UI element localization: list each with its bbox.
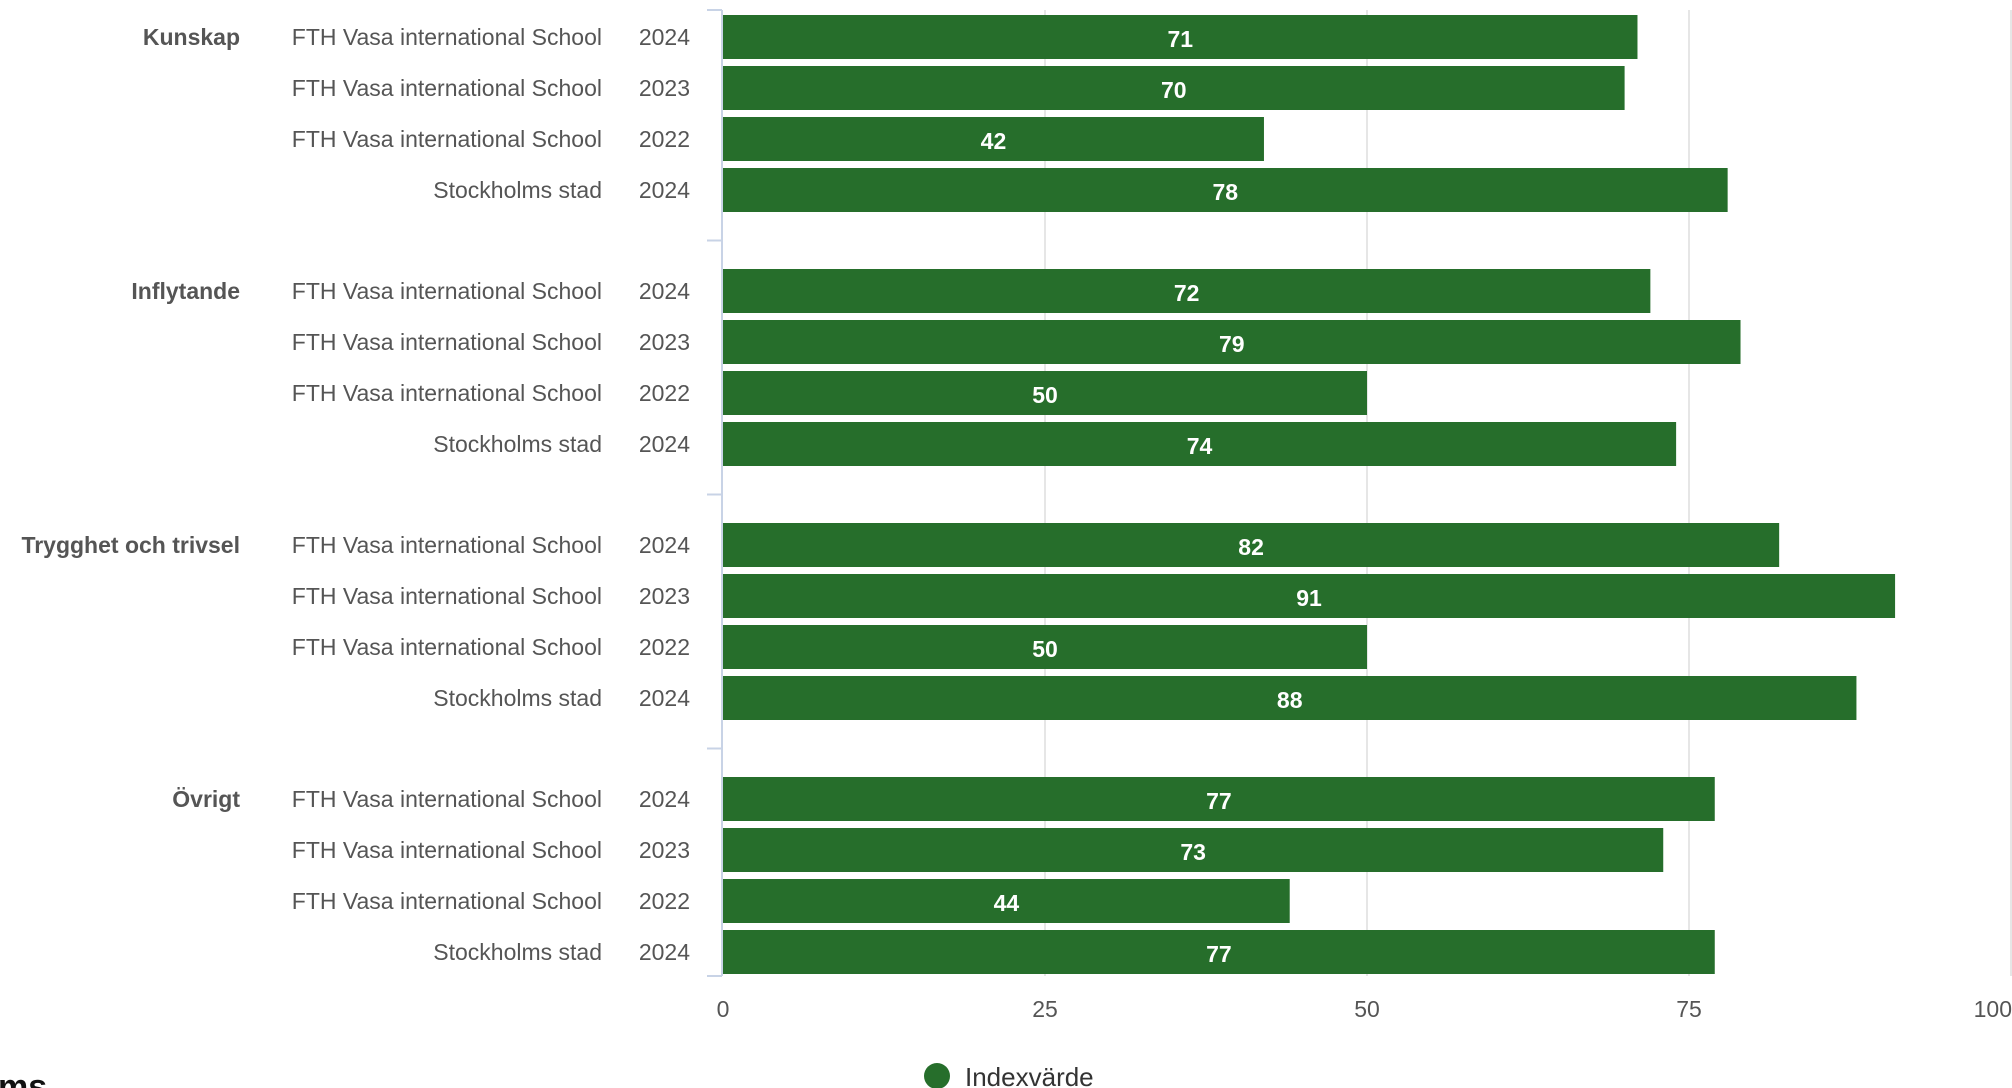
bar-value-label: 82: [1238, 534, 1264, 560]
school-label: FTH Vasa international School: [292, 278, 602, 304]
year-label: 2024: [639, 939, 690, 965]
school-label: FTH Vasa international School: [292, 532, 602, 558]
bar-value-label: 71: [1167, 26, 1193, 52]
bar-value-label: 44: [994, 890, 1020, 916]
bar-value-label: 77: [1206, 788, 1232, 814]
year-label: 2023: [639, 837, 690, 863]
bar[interactable]: [723, 117, 1264, 161]
bar[interactable]: [723, 777, 1715, 821]
bar[interactable]: [723, 168, 1728, 212]
school-label: FTH Vasa international School: [292, 888, 602, 914]
bar-value-label: 72: [1174, 280, 1200, 306]
group-label: Trygghet och trivsel: [21, 532, 240, 558]
year-label: 2024: [639, 24, 690, 50]
year-label: 2023: [639, 583, 690, 609]
bar-value-label: 50: [1032, 382, 1058, 408]
category-axis: [707, 9, 723, 977]
bar-value-label: 91: [1296, 585, 1322, 611]
bar-value-label: 77: [1206, 941, 1232, 967]
year-label: 2022: [639, 634, 690, 660]
bar[interactable]: [723, 625, 1367, 669]
bar[interactable]: [723, 523, 1780, 567]
bar-value-label: 78: [1213, 179, 1239, 205]
bar[interactable]: [723, 828, 1664, 872]
bar-value-label: 42: [981, 128, 1007, 154]
x-tick-label: 50: [1354, 996, 1380, 1022]
bar-value-label: 79: [1219, 331, 1245, 357]
year-label: 2024: [639, 431, 690, 457]
year-label: 2024: [639, 177, 690, 203]
x-tick-label: 25: [1032, 996, 1058, 1022]
school-label: FTH Vasa international School: [292, 126, 602, 152]
school-label: FTH Vasa international School: [292, 329, 602, 355]
bar[interactable]: [723, 930, 1715, 974]
x-axis-ticks: 0 25 50 75 100: [717, 996, 2012, 1022]
bar[interactable]: [723, 574, 1896, 618]
bar[interactable]: [723, 879, 1290, 923]
group-label: Inflytande: [131, 278, 240, 304]
school-label: Stockholms stad: [433, 685, 602, 711]
school-label: FTH Vasa international School: [292, 24, 602, 50]
school-label: Stockholms stad: [433, 177, 602, 203]
bar[interactable]: [723, 66, 1625, 110]
school-label: FTH Vasa international School: [292, 380, 602, 406]
school-label: FTH Vasa international School: [292, 634, 602, 660]
row-labels: Kunskap FTH Vasa international School 2024…: [21, 24, 690, 965]
bar-value-label: 73: [1180, 839, 1206, 865]
bar-value-label: 70: [1161, 77, 1187, 103]
x-tick-label: 75: [1676, 996, 1702, 1022]
bar-value-label: 74: [1187, 433, 1213, 459]
legend[interactable]: Indexvärde: [924, 1062, 1094, 1088]
bar[interactable]: [723, 15, 1638, 59]
bar[interactable]: [723, 422, 1677, 466]
bar[interactable]: [723, 676, 1857, 720]
year-label: 2024: [639, 278, 690, 304]
bar-value-label: 50: [1032, 636, 1058, 662]
school-label: Stockholms stad: [433, 939, 602, 965]
year-label: 2024: [639, 532, 690, 558]
year-label: 2023: [639, 75, 690, 101]
school-label: FTH Vasa international School: [292, 583, 602, 609]
year-label: 2022: [639, 126, 690, 152]
school-label: FTH Vasa international School: [292, 786, 602, 812]
school-label: FTH Vasa international School: [292, 837, 602, 863]
year-label: 2022: [639, 380, 690, 406]
group-label: Kunskap: [143, 24, 240, 50]
year-label: 2022: [639, 888, 690, 914]
school-label: FTH Vasa international School: [292, 75, 602, 101]
x-tick-label: 100: [1974, 996, 2012, 1022]
school-label: Stockholms stad: [433, 431, 602, 457]
bar-value-label: 88: [1277, 687, 1303, 713]
year-label: 2024: [639, 685, 690, 711]
legend-marker: [924, 1063, 950, 1088]
bar[interactable]: [723, 269, 1651, 313]
bar[interactable]: [723, 371, 1367, 415]
year-label: 2023: [639, 329, 690, 355]
page-fragment-text: ms: [0, 1068, 47, 1088]
group-label: Övrigt: [172, 786, 240, 812]
x-tick-label: 0: [717, 996, 730, 1022]
bar[interactable]: [723, 320, 1741, 364]
legend-label: Indexvärde: [965, 1062, 1094, 1088]
year-label: 2024: [639, 786, 690, 812]
